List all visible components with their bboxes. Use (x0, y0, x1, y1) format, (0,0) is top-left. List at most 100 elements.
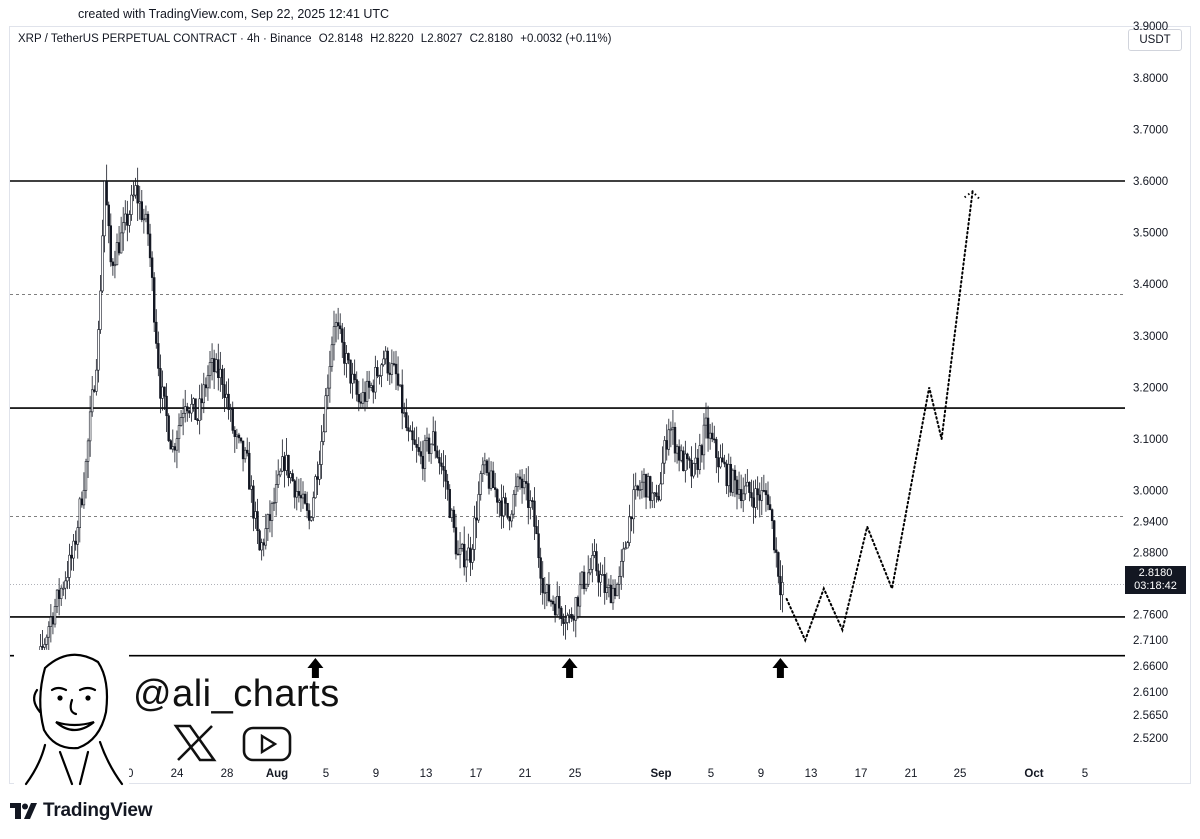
candle-body-218 (473, 517, 476, 550)
candle-body-69 (165, 395, 168, 417)
candle-body-191 (417, 447, 420, 452)
y-tick-label: 2.6100 (1133, 687, 1168, 699)
candle-body-89 (206, 375, 210, 389)
candle-body-274 (589, 568, 592, 574)
candle-body-177 (388, 372, 391, 375)
candle-body-169 (372, 385, 375, 393)
candle-body-245 (529, 500, 532, 508)
candle-body-212 (460, 543, 464, 549)
candle-body-59 (144, 213, 148, 220)
candle-body-271 (582, 571, 586, 589)
avatar-eye-right (85, 695, 91, 701)
candle-body-15 (53, 606, 57, 625)
candle-body-354 (754, 488, 757, 508)
candle-body-251 (541, 577, 544, 593)
candle-body-302 (646, 476, 650, 498)
candle-body-240 (518, 476, 522, 480)
candle-body-163 (359, 401, 363, 404)
candle-body-273 (586, 572, 590, 585)
candle-body-171 (376, 367, 379, 377)
candle-body-235 (508, 516, 511, 522)
youtube-icon[interactable] (242, 722, 294, 764)
candle-body-141 (314, 476, 317, 499)
candle-body-111 (252, 485, 255, 519)
candle-body-176 (386, 350, 389, 374)
candle-body-253 (545, 584, 549, 593)
x-tick-label: 17 (470, 768, 483, 780)
candle-body-355 (756, 488, 759, 496)
candle-body-61 (148, 233, 152, 259)
y-tick-label: 3.1000 (1133, 434, 1168, 446)
candle-body-190 (415, 444, 418, 448)
candle-body-247 (533, 500, 536, 527)
candle-body-357 (760, 490, 764, 501)
y-tick-label: 2.6600 (1133, 661, 1168, 673)
candle-body-281 (603, 574, 606, 593)
candle-body-142 (316, 476, 319, 480)
candle-body-155 (343, 342, 346, 364)
candle-body-193 (421, 455, 425, 469)
candle-body-63 (153, 277, 156, 323)
candle-body-330 (704, 417, 708, 426)
candle-body-183 (400, 384, 404, 414)
candle-body-313 (669, 428, 673, 431)
candle-body-146 (324, 395, 327, 433)
candle-body-36 (97, 329, 100, 371)
candle-body-288 (617, 576, 621, 585)
candle-body-166 (365, 380, 369, 402)
candle-body-361 (768, 504, 772, 510)
candle-body-43 (111, 261, 115, 266)
candle-body-209 (454, 527, 458, 555)
candle-body-108 (246, 449, 249, 454)
candle-body-168 (369, 385, 373, 388)
candle-body-112 (254, 511, 257, 519)
candle-body-9 (41, 646, 44, 648)
candle-body-23 (70, 554, 73, 559)
x-icon[interactable] (170, 722, 220, 764)
candle-body-174 (382, 358, 385, 366)
candle-body-339 (723, 461, 726, 465)
candle-body-127 (285, 454, 288, 471)
candle-body-13 (49, 616, 53, 627)
symbol-title[interactable]: XRP / TetherUS PERPETUAL CONTRACT · 4h ·… (18, 33, 312, 45)
candle-body-279 (599, 574, 602, 583)
x-tick-label: 17 (855, 768, 868, 780)
avatar-mouth (55, 720, 95, 732)
candle-body-327 (698, 445, 702, 470)
candle-body-267 (574, 597, 578, 621)
tradingview-logo[interactable]: TradingView (10, 800, 153, 822)
candle-body-27 (78, 498, 82, 528)
candle-body-93 (215, 359, 218, 373)
candle-body-269 (578, 584, 582, 607)
current-price-badge: 2.8180 03:18:42 (1125, 566, 1186, 594)
candle-body-140 (312, 497, 315, 518)
candle-body-97 (223, 384, 226, 398)
candle-body-291 (624, 547, 627, 550)
candle-body-315 (673, 426, 677, 454)
candle-body-206 (448, 489, 451, 518)
candle-body-72 (171, 446, 174, 450)
candle-body-319 (682, 450, 685, 471)
candle-body-278 (597, 570, 600, 583)
x-tick-label: Aug (266, 768, 288, 780)
candle-body-340 (725, 463, 728, 487)
candle-body-162 (357, 394, 360, 403)
candle-body-258 (555, 596, 559, 616)
candle-body-122 (274, 484, 278, 503)
avatar-layer (14, 650, 129, 786)
legend-open: O2.8148 (318, 33, 363, 45)
candle-body-88 (204, 384, 208, 389)
candle-body-261 (562, 618, 565, 624)
candle-body-360 (766, 494, 770, 505)
candle-body-254 (547, 584, 551, 602)
levels-layer (10, 180, 1125, 657)
candle-body-272 (584, 583, 588, 589)
candle-body-130 (291, 473, 294, 482)
candle-body-223 (483, 460, 487, 466)
currency-button[interactable]: USDT (1128, 29, 1182, 51)
x-tick-label: 21 (519, 768, 532, 780)
candle-body-161 (355, 379, 358, 395)
candle-body-293 (628, 516, 631, 543)
candle-body-115 (260, 542, 263, 551)
